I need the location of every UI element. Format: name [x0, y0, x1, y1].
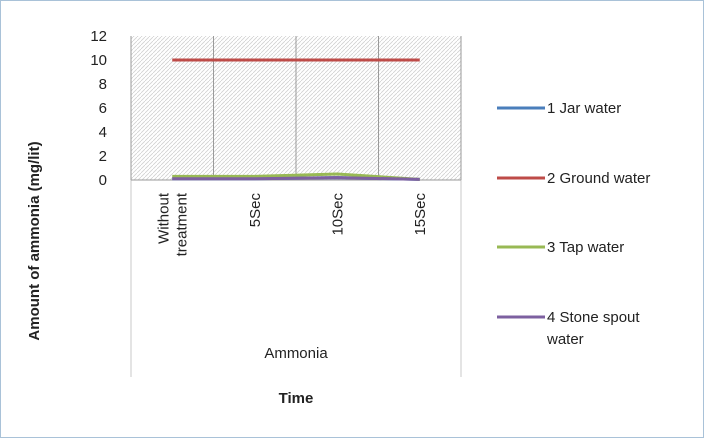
x-tick-label: Without treatment: [155, 192, 190, 256]
legend-label: 2 Ground water: [547, 170, 650, 187]
x-axis-title: Time: [279, 390, 314, 407]
category-group-label: Ammonia: [264, 345, 328, 362]
x-tick-label-line: 5Sec: [247, 193, 264, 228]
y-axis-title: Amount of ammonia (mg/lit): [26, 141, 43, 340]
legend-label: 1 Jar water: [547, 100, 621, 117]
legend-entry-1: 1 Jar water: [497, 100, 621, 117]
y-tick-label: 6: [99, 100, 107, 117]
legend-label: 3 Tap water: [547, 239, 624, 256]
y-tick-label: 8: [99, 76, 107, 93]
x-tick-label: 5Sec: [247, 193, 264, 228]
legend-label: water: [546, 331, 584, 348]
y-tick-label: 2: [99, 148, 107, 165]
x-tick-label-line: Without: [155, 192, 172, 244]
legend-entry-2: 2 Ground water: [497, 170, 650, 187]
legend-label: 4 Stone spout: [547, 309, 640, 326]
x-tick-label-line: 15Sec: [412, 193, 429, 236]
series-line-4: [172, 176, 420, 181]
y-tick-label: 12: [90, 28, 107, 45]
y-tick-label: 4: [99, 124, 107, 141]
y-tick-label: 10: [90, 52, 107, 69]
x-tick-label: 15Sec: [412, 193, 429, 236]
y-tick-label: 0: [99, 172, 107, 189]
legend-entry-3: 3 Tap water: [497, 239, 624, 256]
x-tick-label-line: treatment: [173, 192, 190, 256]
legend-entry-4: 4 Stone spout water: [497, 309, 640, 348]
series-line-3: [172, 172, 420, 181]
x-tick-label: 10Sec: [329, 193, 346, 236]
x-tick-label-line: 10Sec: [329, 193, 346, 236]
